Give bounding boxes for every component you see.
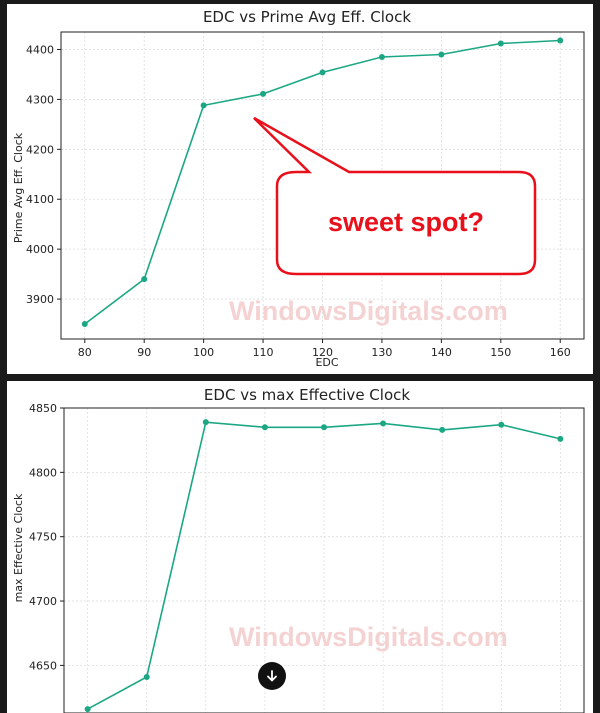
x-tick-label: 100 <box>193 346 214 359</box>
plot-frame <box>60 31 585 340</box>
top-chart-panel: EDC vs Prime Avg Eff. Clock 80 90 100 110 12… <box>7 4 593 374</box>
data-point <box>439 426 446 433</box>
y-tick-label: 4700 <box>29 595 57 608</box>
chart-title: EDC vs Prime Avg Eff. Clock <box>203 8 411 26</box>
y-tick-label: 3900 <box>26 293 54 306</box>
data-point <box>378 53 385 60</box>
y-tick-label: 4650 <box>29 659 57 672</box>
callout-bubble <box>253 116 537 276</box>
data-point <box>557 435 564 442</box>
x-axis-label: EDC <box>315 356 338 369</box>
x-tick-label: 90 <box>137 346 151 359</box>
x-tick-label: 160 <box>550 346 571 359</box>
callout-text: sweet spot? <box>328 207 484 237</box>
data-point <box>81 321 88 328</box>
max-effective-clock-chart: EDC vs max Effective Clock 4650 4700 4750 4… <box>12 386 585 713</box>
y-axis-label: max Effective Clock <box>12 493 25 602</box>
data-point <box>438 51 445 58</box>
data-point <box>497 40 504 47</box>
data-point <box>84 706 91 713</box>
watermark-text: WindowsDigitals.com <box>229 296 508 326</box>
data-point <box>202 419 209 426</box>
data-point <box>143 673 150 680</box>
data-point <box>141 276 148 283</box>
data-point <box>498 421 505 428</box>
x-tick-label: 130 <box>371 346 392 359</box>
y-tick-label: 4400 <box>26 43 54 56</box>
y-tick-label: 4000 <box>26 243 54 256</box>
arrow-down-icon <box>267 670 277 682</box>
data-point <box>200 102 207 109</box>
x-tick-label: 120 <box>312 346 333 359</box>
data-point <box>557 37 564 44</box>
x-tick-label: 150 <box>490 346 511 359</box>
y-tick-label: 4750 <box>29 531 57 544</box>
y-tick-label: 4100 <box>26 193 54 206</box>
x-tick-label: 80 <box>78 346 92 359</box>
data-point <box>260 90 267 97</box>
x-tick-label: 110 <box>253 346 274 359</box>
data-point <box>321 424 327 431</box>
chart-title: EDC vs max Effective Clock <box>204 386 410 404</box>
bottom-chart-panel: EDC vs max Effective Clock 4650 4700 4750 4… <box>7 381 593 713</box>
scroll-down-button[interactable] <box>258 662 286 690</box>
data-point <box>319 69 326 76</box>
data-point <box>261 424 268 431</box>
sweet-spot-callout: sweet spot? <box>253 116 537 276</box>
y-tick-label: 4200 <box>26 143 54 156</box>
watermark-text: WindowsDigitals.com <box>229 622 508 652</box>
plot-frame <box>63 407 585 713</box>
y-tick-label: 4300 <box>26 93 54 106</box>
prime-avg-clock-chart: EDC vs Prime Avg Eff. Clock 80 90 100 110 12… <box>12 8 585 369</box>
y-axis-label: Prime Avg Eff. Clock <box>12 132 25 243</box>
x-tick-label: 140 <box>431 346 452 359</box>
y-tick-label: 4850 <box>29 402 57 415</box>
y-tick-label: 4800 <box>29 466 57 479</box>
data-point <box>380 420 387 427</box>
